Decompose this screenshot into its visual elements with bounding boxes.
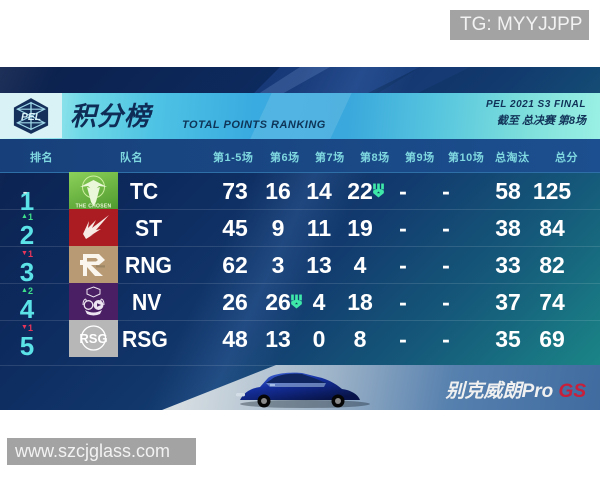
svg-text:PEL: PEL — [21, 112, 41, 123]
svg-text:RSG: RSG — [79, 331, 107, 346]
